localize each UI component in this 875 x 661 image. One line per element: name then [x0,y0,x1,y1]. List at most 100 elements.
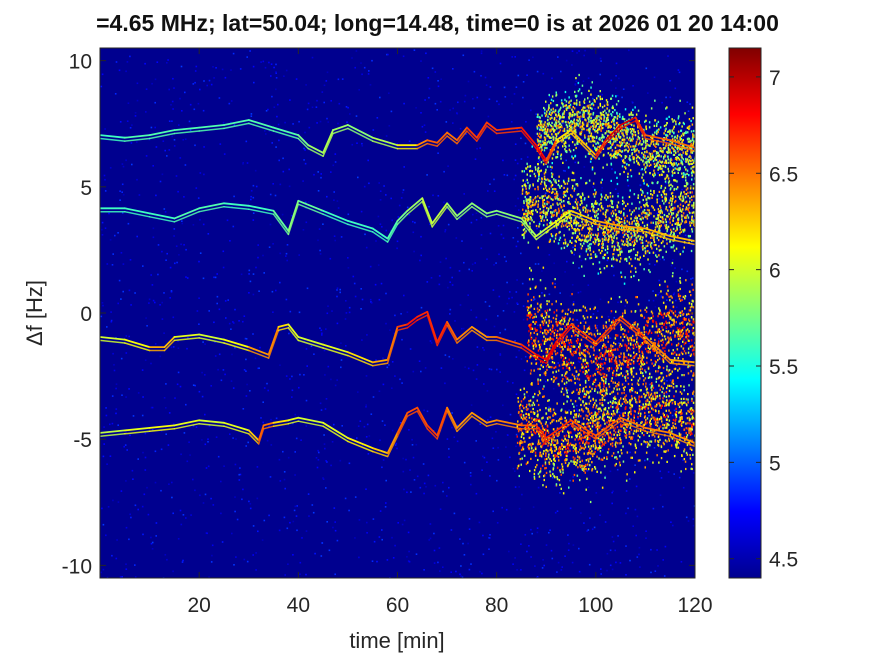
diffuse-pixel [641,216,643,219]
diffuse-pixel [521,189,524,192]
diffuse-pixel [553,118,556,121]
diffuse-pixel [665,199,668,202]
noise-pixel [429,523,432,525]
noise-pixel [306,365,308,367]
noise-pixel [578,547,580,550]
noise-pixel [169,266,172,269]
diffuse-pixel [654,229,656,232]
noise-pixel [235,438,237,440]
diffuse-pixel [616,182,619,186]
diffuse-pixel [613,119,615,122]
noise-pixel [279,480,282,482]
noise-pixel [675,299,677,302]
noise-pixel [319,120,322,123]
diffuse-pixel [541,178,544,181]
noise-pixel [331,441,334,443]
diffuse-pixel [628,143,630,146]
diffuse-pixel [645,239,648,242]
diffuse-pixel [549,180,551,183]
diffuse-pixel [608,217,610,220]
diffuse-pixel [539,119,541,122]
noise-pixel [216,273,218,275]
noise-pixel [438,275,441,277]
diffuse-pixel [652,182,654,185]
noise-pixel [348,462,351,465]
diffuse-pixel [672,244,675,247]
diffuse-pixel [651,155,653,158]
diffuse-pixel [548,300,550,303]
diffuse-pixel [605,237,607,240]
noise-pixel [471,263,474,266]
diffuse-pixel [663,147,665,150]
noise-pixel [203,146,205,148]
diffuse-pixel [607,232,609,235]
noise-pixel [168,88,170,91]
diffuse-pixel [561,102,563,105]
noise-pixel [299,561,302,564]
diffuse-pixel [665,107,667,110]
diffuse-pixel [544,114,547,118]
noise-pixel [189,454,191,456]
noise-pixel [659,470,661,473]
diffuse-pixel [656,247,658,250]
diffuse-pixel [680,198,682,201]
diffuse-pixel [585,119,587,122]
noise-pixel [282,157,284,160]
diffuse-pixel [672,120,674,123]
noise-pixel [258,367,260,369]
diffuse-pixel [640,228,643,231]
diffuse-pixel [548,112,551,115]
diffuse-pixel [622,339,624,342]
noise-pixel [300,439,302,441]
diffuse-pixel [568,228,571,231]
diffuse-pixel [589,237,592,240]
noise-pixel [474,158,477,160]
diffuse-pixel [562,195,565,199]
diffuse-pixel [619,149,621,152]
noise-pixel [582,80,585,82]
diffuse-pixel [624,156,626,159]
diffuse-pixel [536,147,539,150]
noise-pixel [176,261,178,264]
diffuse-pixel [673,125,675,128]
diffuse-pixel [681,200,684,203]
diffuse-pixel [599,239,601,242]
diffuse-pixel [569,114,572,117]
diffuse-pixel [693,140,695,143]
diffuse-pixel [664,280,666,283]
diffuse-pixel [561,120,563,123]
noise-pixel [532,299,535,301]
noise-pixel [106,576,109,578]
diffuse-pixel [645,126,647,129]
noise-pixel [360,308,362,310]
noise-pixel [384,424,386,426]
diffuse-pixel [570,217,573,220]
diffuse-pixel [670,228,672,231]
noise-pixel [326,461,328,463]
diffuse-pixel [689,235,691,238]
diffuse-pixel [571,155,573,158]
diffuse-pixel [558,231,560,234]
diffuse-pixel [684,216,686,219]
noise-pixel [185,403,187,406]
diffuse-pixel [544,121,546,124]
diffuse-pixel [593,136,595,139]
diffuse-pixel [599,209,602,212]
noise-pixel [262,60,265,63]
noise-pixel [108,212,110,215]
noise-pixel [166,155,168,157]
noise-pixel [541,292,543,294]
diffuse-pixel [654,131,656,134]
diffuse-pixel [546,218,548,222]
diffuse-pixel [646,201,648,204]
diffuse-pixel [635,270,637,273]
diffuse-pixel [540,216,542,220]
diffuse-pixel [684,208,687,211]
diffuse-pixel [544,178,546,181]
diffuse-pixel [653,190,655,193]
diffuse-pixel [636,155,639,158]
diffuse-pixel [571,241,573,244]
noise-pixel [434,71,437,73]
noise-pixel [154,343,157,345]
diffuse-pixel [618,248,621,251]
